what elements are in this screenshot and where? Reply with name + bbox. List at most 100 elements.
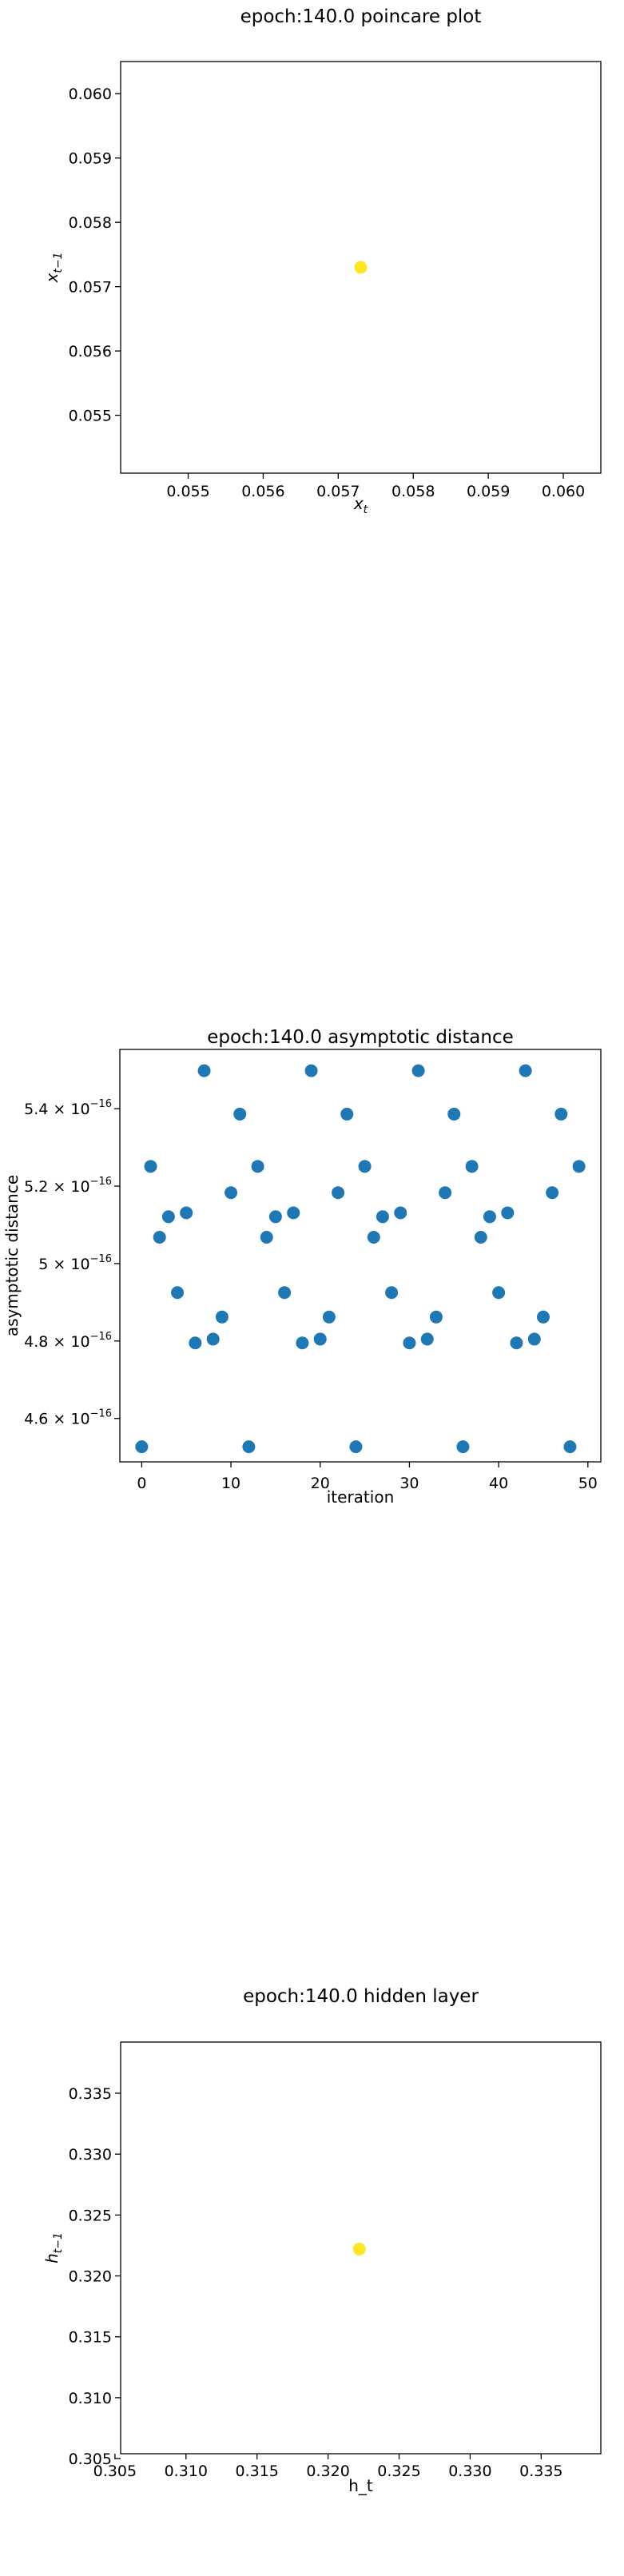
data-point — [483, 1210, 496, 1224]
x-tick-label: 10 — [221, 1475, 240, 1492]
x-tick-label: 0.057 — [316, 483, 360, 500]
y-tick-label: 0.305 — [69, 2451, 112, 2468]
data-point — [536, 1310, 550, 1324]
data-point — [527, 1332, 541, 1346]
data-point — [304, 1064, 318, 1077]
data-point — [197, 1064, 211, 1077]
data-point — [153, 1230, 166, 1244]
data-point — [394, 1206, 407, 1220]
data-point — [171, 1286, 185, 1300]
data-point — [225, 1186, 238, 1200]
data-point — [447, 1107, 461, 1121]
data-point — [313, 1332, 327, 1346]
chart-title: epoch:140.0 poincare plot — [240, 6, 482, 27]
x-tick-label: 0.320 — [306, 2463, 349, 2480]
data-point — [546, 1186, 559, 1200]
y-tick-label: 0.058 — [69, 214, 112, 232]
y-tick-label: 0.059 — [69, 150, 112, 168]
x-tick-label: 0.055 — [166, 483, 209, 500]
y-tick-label: 0.330 — [69, 2146, 112, 2164]
data-point — [242, 1440, 256, 1454]
data-point — [349, 1440, 363, 1454]
data-point — [376, 1210, 389, 1224]
x-tick-label: 50 — [578, 1475, 598, 1492]
data-point — [215, 1310, 229, 1324]
data-point — [385, 1286, 399, 1300]
chart-1: epoch:140.0 poincare plot 0.055 0.056 0.057… — [42, 6, 602, 516]
data-point — [358, 1160, 372, 1173]
x-tick-label: 0.330 — [448, 2463, 491, 2480]
data-point — [492, 1286, 506, 1300]
y-tick-label: 5 × 10−16 — [38, 1253, 112, 1273]
x-tick-label: 0.325 — [377, 2463, 420, 2480]
data-point — [474, 1230, 487, 1244]
chart-2: epoch:140.0 asymptotic distance 0 10 20 30 40… — [2, 1027, 602, 1507]
data-point — [260, 1230, 273, 1244]
data-point — [465, 1160, 479, 1173]
data-point — [233, 1107, 247, 1121]
chart-title: epoch:140.0 asymptotic distance — [207, 1027, 514, 1048]
chart-3: epoch:140.0 hidden layer 0.305 0.310 0.315 0… — [42, 1986, 602, 2495]
data-point — [268, 1210, 282, 1224]
data-point — [144, 1160, 157, 1173]
y-tick-label: 0.325 — [69, 2207, 112, 2224]
data-point — [206, 1332, 220, 1346]
plot-frame — [120, 61, 602, 474]
x-axis-label: iteration — [327, 1487, 395, 1507]
data-point — [278, 1286, 292, 1300]
x-tick-label: 0.060 — [542, 483, 585, 500]
data-point — [510, 1336, 523, 1350]
x-tick-label: 0.310 — [165, 2463, 208, 2480]
data-point — [411, 1064, 425, 1077]
x-tick-label: 0.335 — [519, 2463, 562, 2480]
y-tick-label: 0.315 — [69, 2329, 112, 2347]
data-point — [180, 1206, 193, 1220]
data-point — [322, 1310, 336, 1324]
plot-frame — [119, 1049, 602, 1463]
data-point — [501, 1206, 515, 1220]
y-tick-label: 0.057 — [69, 279, 112, 297]
data-point — [429, 1310, 443, 1324]
data-point — [563, 1440, 577, 1454]
x-tick-label: 0.059 — [467, 483, 510, 500]
y-tick-label: 0.060 — [69, 86, 112, 103]
data-point — [354, 261, 368, 274]
y-tick-label: 5.2 × 10−16 — [24, 1176, 112, 1196]
y-axis-label: ht−1 — [42, 2232, 65, 2263]
data-point — [439, 1186, 452, 1200]
data-point — [287, 1206, 300, 1220]
x-tick-label: 0.056 — [241, 483, 284, 500]
x-tick-label: 0.315 — [235, 2463, 278, 2480]
y-tick-label: 0.335 — [69, 2085, 112, 2103]
x-tick-label: 0.058 — [391, 483, 435, 500]
x-tick-label: 0 — [137, 1475, 146, 1492]
y-tick-label: 0.055 — [69, 408, 112, 425]
y-tick-label: 4.6 × 10−16 — [24, 1408, 112, 1428]
data-point — [403, 1336, 416, 1350]
x-axis-label: h_t — [348, 2476, 373, 2495]
data-point — [367, 1230, 380, 1244]
data-point — [352, 2243, 366, 2256]
data-point — [332, 1186, 345, 1200]
data-point — [161, 1210, 175, 1224]
y-axis-label: asymptotic distance — [2, 1175, 22, 1336]
plot-frame — [120, 2041, 602, 2455]
data-point — [456, 1440, 470, 1454]
x-axis-label: xt — [353, 494, 368, 516]
data-point — [251, 1160, 264, 1173]
y-tick-label: 0.320 — [69, 2268, 112, 2286]
chart-title: epoch:140.0 hidden layer — [243, 1986, 479, 2007]
data-point — [554, 1107, 568, 1121]
y-tick-label: 0.056 — [69, 343, 112, 360]
x-tick-label: 20 — [311, 1475, 330, 1492]
data-point — [296, 1336, 309, 1350]
y-tick-label: 4.8 × 10−16 — [24, 1331, 112, 1351]
data-point — [340, 1107, 354, 1121]
data-point — [519, 1064, 532, 1077]
x-tick-label: 30 — [399, 1475, 419, 1492]
data-point — [189, 1336, 202, 1350]
x-tick-label: 40 — [489, 1475, 508, 1492]
data-point — [135, 1440, 149, 1454]
y-axis-label: xt−1 — [42, 253, 65, 284]
